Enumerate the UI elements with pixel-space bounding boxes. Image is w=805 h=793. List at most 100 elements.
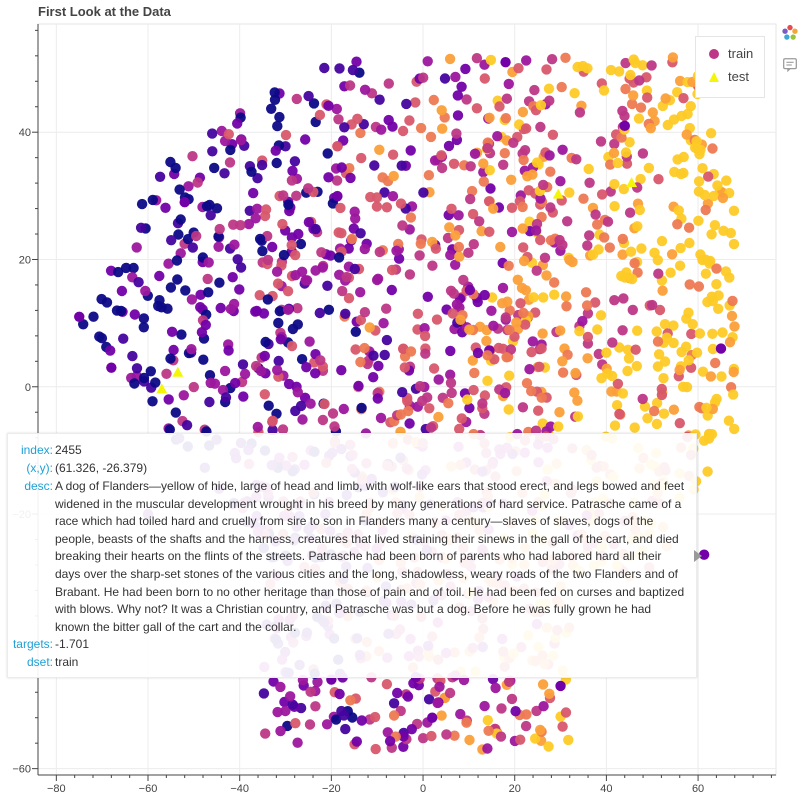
train-point[interactable]: [243, 218, 255, 230]
train-point[interactable]: [653, 174, 664, 185]
train-point[interactable]: [528, 292, 539, 303]
train-point[interactable]: [452, 90, 463, 101]
train-point[interactable]: [617, 105, 628, 117]
train-point[interactable]: [543, 83, 555, 94]
train-point[interactable]: [632, 325, 643, 336]
train-point[interactable]: [530, 225, 542, 236]
train-point[interactable]: [433, 411, 444, 423]
train-point[interactable]: [338, 403, 349, 415]
train-point[interactable]: [479, 390, 491, 401]
train-point[interactable]: [422, 56, 433, 67]
train-point[interactable]: [553, 421, 564, 432]
train-point[interactable]: [455, 708, 466, 720]
train-point[interactable]: [617, 249, 628, 260]
train-point[interactable]: [499, 148, 510, 159]
train-point[interactable]: [312, 676, 323, 688]
train-point[interactable]: [234, 284, 245, 295]
train-point[interactable]: [182, 233, 194, 245]
train-point[interactable]: [444, 222, 455, 233]
train-point[interactable]: [520, 720, 532, 732]
train-point[interactable]: [191, 230, 202, 242]
train-point[interactable]: [356, 715, 367, 726]
train-point[interactable]: [316, 247, 327, 258]
train-point[interactable]: [557, 356, 568, 367]
train-point[interactable]: [504, 676, 515, 687]
train-point[interactable]: [569, 88, 580, 99]
train-point[interactable]: [369, 160, 380, 171]
train-point[interactable]: [700, 268, 712, 279]
train-point[interactable]: [680, 341, 692, 352]
train-point[interactable]: [577, 315, 588, 327]
train-point[interactable]: [334, 63, 345, 74]
train-point[interactable]: [202, 273, 213, 285]
train-point[interactable]: [359, 243, 370, 255]
train-point[interactable]: [717, 327, 728, 338]
train-point[interactable]: [612, 378, 624, 389]
train-point[interactable]: [428, 363, 440, 374]
train-point[interactable]: [622, 365, 633, 377]
train-point[interactable]: [693, 186, 705, 197]
train-point[interactable]: [526, 385, 537, 397]
train-point[interactable]: [290, 270, 301, 281]
train-point[interactable]: [272, 364, 283, 376]
train-point[interactable]: [176, 329, 187, 340]
train-point[interactable]: [630, 344, 641, 355]
train-point[interactable]: [620, 83, 631, 95]
train-point[interactable]: [652, 254, 663, 266]
train-point[interactable]: [697, 366, 709, 377]
train-point[interactable]: [570, 367, 581, 379]
train-point[interactable]: [290, 405, 301, 417]
train-point[interactable]: [526, 346, 537, 358]
train-point[interactable]: [160, 202, 171, 213]
train-point[interactable]: [386, 264, 398, 276]
train-point[interactable]: [462, 394, 473, 405]
train-point[interactable]: [535, 121, 546, 133]
train-point[interactable]: [356, 152, 367, 164]
train-point[interactable]: [683, 355, 694, 366]
train-point[interactable]: [229, 239, 240, 250]
train-point[interactable]: [571, 154, 582, 165]
train-point[interactable]: [656, 383, 667, 395]
train-point[interactable]: [520, 319, 531, 330]
train-point[interactable]: [535, 234, 546, 246]
train-point[interactable]: [727, 295, 738, 307]
train-point[interactable]: [303, 217, 315, 228]
train-point[interactable]: [186, 294, 198, 305]
train-point[interactable]: [493, 342, 504, 354]
train-point[interactable]: [501, 352, 512, 363]
train-point[interactable]: [465, 161, 476, 172]
train-point[interactable]: [430, 243, 442, 254]
train-point[interactable]: [223, 129, 234, 140]
train-point[interactable]: [267, 424, 278, 436]
train-point[interactable]: [506, 202, 518, 213]
train-point[interactable]: [338, 710, 350, 721]
train-point[interactable]: [467, 208, 479, 220]
train-point[interactable]: [381, 202, 393, 213]
train-point[interactable]: [666, 249, 678, 260]
train-point[interactable]: [308, 98, 320, 109]
train-point[interactable]: [508, 137, 519, 148]
train-point[interactable]: [625, 246, 637, 257]
train-point[interactable]: [620, 147, 632, 158]
train-point[interactable]: [660, 93, 671, 104]
train-point[interactable]: [286, 175, 298, 186]
train-point[interactable]: [482, 143, 493, 154]
train-point[interactable]: [618, 183, 629, 195]
train-point[interactable]: [628, 90, 639, 101]
train-point[interactable]: [192, 177, 203, 188]
train-point[interactable]: [427, 260, 438, 271]
train-point[interactable]: [577, 60, 589, 72]
train-point[interactable]: [203, 287, 214, 298]
train-point[interactable]: [274, 111, 285, 123]
train-point[interactable]: [623, 353, 635, 364]
train-point[interactable]: [478, 176, 489, 187]
train-point[interactable]: [651, 418, 663, 430]
train-point[interactable]: [617, 233, 628, 245]
train-point[interactable]: [463, 247, 474, 258]
train-point[interactable]: [536, 392, 547, 403]
train-point[interactable]: [626, 273, 638, 285]
train-point[interactable]: [499, 387, 511, 399]
train-point[interactable]: [538, 701, 549, 712]
train-point[interactable]: [187, 242, 198, 253]
train-point[interactable]: [420, 348, 431, 359]
